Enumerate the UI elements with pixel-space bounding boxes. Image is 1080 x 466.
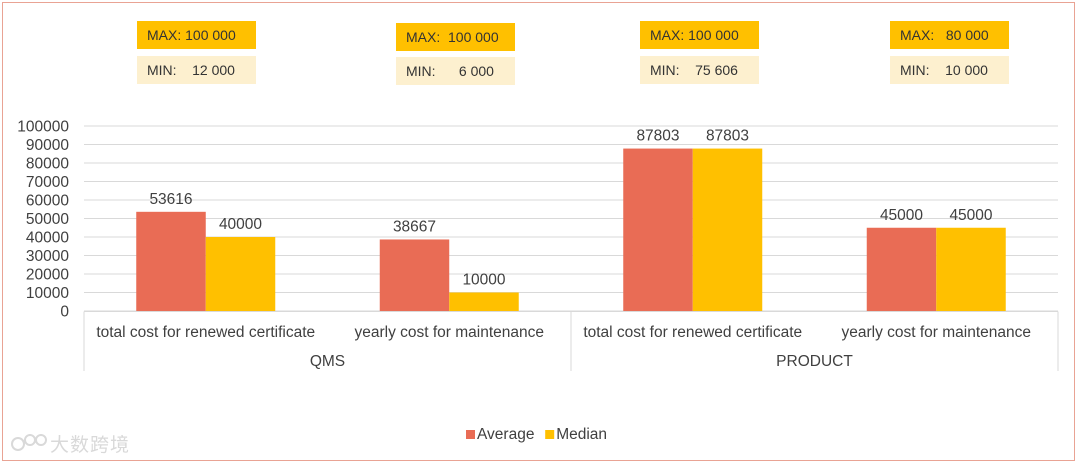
stat-min-product-yearly: MIN: 10 000 [890,56,1009,84]
stat-min-qms-yearly: MIN: 6 000 [396,57,515,85]
y-tick-label: 20000 [26,267,69,284]
bar-median [449,292,519,311]
watermark-text: 大数跨境 [50,434,131,456]
y-tick-label: 40000 [26,230,69,247]
x-category-label: yearly cost for maintenance [354,324,544,341]
watermark-logo-icon [11,433,47,451]
data-labels: 53616 40000 38667 10000 87803 87803 45000 45000 [149,128,992,289]
stat-min-product-total: MIN: 75 606 [640,56,759,84]
data-label: 45000 [880,207,923,224]
y-tick-label: 70000 [26,174,69,191]
y-tick-label: 30000 [26,248,69,265]
y-tick-label: 60000 [26,193,69,210]
stat-max-product-total: MAX: 100 000 [640,21,759,49]
data-label: 53616 [149,191,192,208]
y-tick-label: 50000 [26,211,69,228]
data-label: 87803 [636,128,679,145]
data-label: 10000 [462,272,505,289]
y-tick-label: 100000 [17,119,69,136]
bar-median [936,227,1006,311]
bar-average [623,148,693,311]
bar-median [692,148,763,311]
x-axis: total cost for renewed certificate yearly… [83,311,1059,371]
bar-average [866,227,937,311]
y-tick-label: 90000 [26,137,69,154]
data-label: 87803 [706,128,749,145]
x-category-label: yearly cost for maintenance [841,324,1031,341]
y-tick-label: 0 [60,304,69,321]
x-group-label: PRODUCT [776,353,853,370]
bars [136,148,1006,311]
stat-max-qms-total: MAX: 100 000 [137,21,256,49]
stat-max-product-yearly: MAX: 80 000 [890,21,1009,49]
y-tick-label: 80000 [26,156,69,173]
data-label: 40000 [219,216,262,233]
legend-label-median: Median [556,426,607,443]
legend-swatch-average [466,430,475,439]
bar-average [136,211,206,311]
x-group-label: QMS [310,353,345,370]
x-category-label: total cost for renewed certificate [583,324,802,341]
bar-average [379,239,450,311]
watermark: 大数跨境 [10,430,130,457]
data-label: 38667 [393,218,436,235]
legend-swatch-median [545,430,555,439]
bar-median [205,237,276,311]
stat-min-qms-total: MIN: 12 000 [137,56,256,84]
y-tick-label: 10000 [26,285,69,302]
data-label: 45000 [949,207,992,224]
legend: Average Median [466,426,607,443]
x-category-label: total cost for renewed certificate [96,324,315,341]
stat-max-qms-yearly: MAX: 100 000 [396,23,515,51]
legend-label-average: Average [477,426,534,443]
